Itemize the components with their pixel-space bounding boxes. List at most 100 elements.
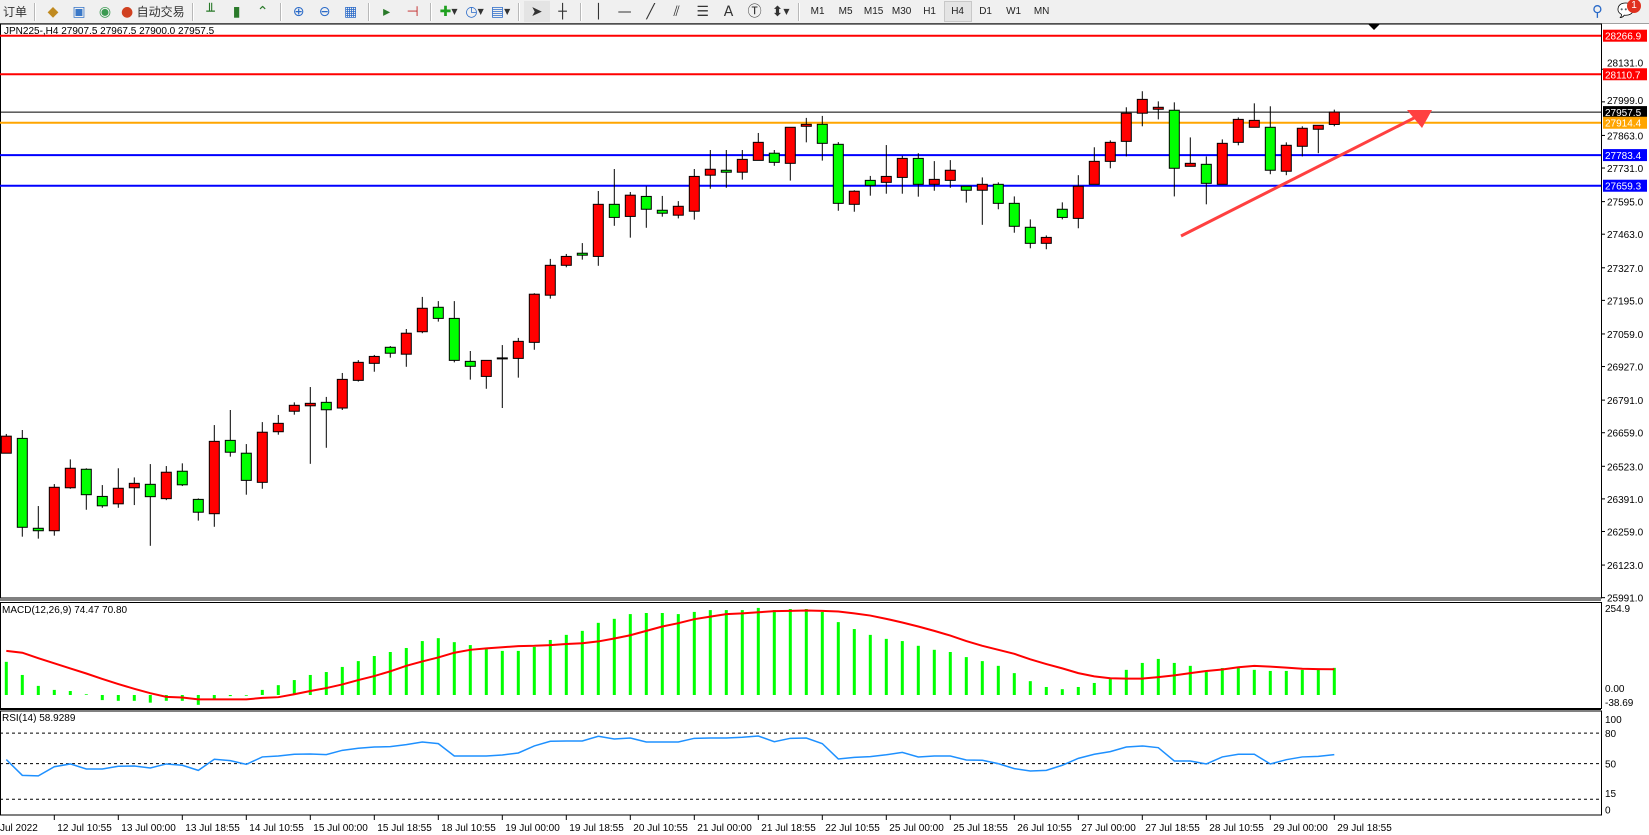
separator (34, 2, 37, 21)
bar-chart-button[interactable]: ╨ (198, 1, 224, 22)
orders-button[interactable]: 订单 (0, 1, 30, 22)
new-order-button[interactable]: ✚ ▼ (436, 1, 462, 22)
candle-body (432, 306, 444, 319)
separator (191, 2, 194, 21)
text-label-button[interactable]: Ⓣ (742, 1, 768, 22)
macd-histogram-bar (548, 639, 552, 695)
price-axis-label: 26523.0 (1607, 462, 1644, 473)
macd-histogram-bar (932, 649, 936, 695)
date-label: 15 Jul 18:55 (377, 823, 432, 834)
horizontal-line-icon: — (617, 3, 632, 20)
fibonacci-icon: ☰ (696, 3, 709, 20)
macd-histogram-bar (244, 695, 248, 696)
candle-body (512, 340, 524, 359)
orders-label: 订单 (3, 5, 28, 19)
bar-chart-icon: ╨ (206, 3, 215, 20)
timeframe-d1[interactable]: D1 (979, 6, 992, 17)
macd-axis-label: 254.9 (1605, 604, 1630, 615)
timeframe-m5[interactable]: M5 (838, 6, 853, 17)
macd-histogram-bar (1316, 669, 1320, 695)
tile-windows-button[interactable]: ▦ (338, 1, 364, 22)
macd-histogram-bar (436, 638, 440, 695)
timeframe-h1[interactable]: H1 (923, 6, 936, 17)
macd-histogram-bar (404, 647, 408, 695)
timeframe-m30[interactable]: M30 (891, 6, 912, 17)
periodicity-button[interactable]: ◷ ▼ (462, 1, 488, 22)
notification-badge: 1 (1627, 0, 1641, 13)
profile-button[interactable]: ▣ (66, 1, 92, 22)
timeframe-m15[interactable]: M15 (863, 6, 884, 17)
macd-histogram-bar (1172, 662, 1176, 695)
macd-histogram-bar (1044, 686, 1048, 695)
signal-button[interactable]: ◉ (92, 1, 118, 22)
candle-body (192, 498, 204, 513)
vertical-line-button[interactable]: │ (586, 1, 612, 22)
price-axis-label: 26123.0 (1607, 561, 1644, 572)
text-button[interactable]: A (716, 1, 742, 22)
macd-axis-label: -38.69 (1605, 698, 1634, 709)
macd-histogram-bar (1060, 689, 1064, 695)
macd-histogram-bar (1076, 686, 1080, 695)
separator (579, 2, 582, 21)
candle-body (32, 527, 44, 532)
date-label: 13 Jul 00:00 (121, 823, 176, 834)
candle-body (864, 179, 876, 186)
candle-body (416, 307, 428, 333)
macd-histogram-bar (292, 680, 296, 695)
macd-histogram-bar (148, 695, 152, 703)
macd-histogram-bar (740, 610, 744, 695)
notifications-button[interactable]: 💬 1 (1617, 0, 1641, 19)
timeframe-h4[interactable]: H4 (943, 1, 972, 22)
trendline-icon: ╱ (646, 3, 655, 20)
timeframe-m1[interactable]: M1 (810, 6, 825, 17)
zoom-out-button[interactable]: ⊖ (312, 1, 338, 22)
template-button[interactable]: ▤ ▼ (488, 1, 514, 22)
horizontal-line-button[interactable]: — (612, 1, 638, 22)
auto-scroll-button[interactable]: ▸ (374, 1, 400, 22)
macd-histogram-bar (868, 634, 872, 695)
macd-histogram-bar (1220, 668, 1224, 695)
chart-shift-marker-icon (1368, 24, 1380, 30)
cursor-button[interactable]: ➤ (523, 1, 550, 22)
macd-histogram-bar (516, 650, 520, 695)
macd-histogram-bar (772, 610, 776, 695)
search-icon[interactable]: ⚲ (1592, 2, 1603, 20)
line-chart-button[interactable]: ⌃ (250, 1, 276, 22)
macd-histogram-bar (900, 641, 904, 695)
autotrade-button[interactable]: ● 自动交易 (118, 1, 188, 22)
crosshair-button[interactable]: ┼ (550, 1, 576, 22)
zoom-in-button[interactable]: ⊕ (286, 1, 312, 22)
macd-histogram-bar (100, 695, 104, 701)
candle-body (624, 194, 636, 217)
timeframe-w1[interactable]: W1 (1006, 6, 1022, 17)
date-label: 21 Jul 00:00 (697, 823, 752, 834)
fibonacci-button[interactable]: ☰ (690, 1, 716, 22)
price-axis-label: 26927.0 (1607, 363, 1644, 374)
candle-body (928, 178, 940, 185)
macd-histogram-bar (612, 618, 616, 695)
candle-body (400, 332, 412, 355)
equidistant-channel-button[interactable]: ⫽ (664, 1, 690, 22)
trendline-button[interactable]: ╱ (638, 1, 664, 22)
text-icon: A (723, 3, 734, 20)
date-label: Jul 2022 (0, 823, 38, 834)
price-level-tag (1603, 179, 1647, 192)
cursor-icon: ➤ (530, 3, 543, 20)
candle-body (752, 141, 764, 161)
price-level-tag (1603, 68, 1647, 81)
price-axis-label: 26791.0 (1607, 396, 1644, 407)
candle-body (1152, 106, 1164, 110)
candlestick-button[interactable]: ▮ (224, 1, 250, 22)
vertical-line-icon: │ (594, 3, 603, 20)
arrows-button[interactable]: ⬍ ▼ (768, 1, 794, 22)
price-level-label: 27659.3 (1605, 182, 1642, 193)
history-button[interactable]: ◆ (40, 1, 66, 22)
candle-body (256, 431, 268, 483)
date-label: 14 Jul 10:55 (249, 823, 304, 834)
candle-body (464, 360, 476, 367)
candle-body (1216, 142, 1228, 185)
timeframe-mn[interactable]: MN (1033, 6, 1050, 17)
date-label: 19 Jul 00:00 (505, 823, 560, 834)
chart-shift-button[interactable]: ⊣ (400, 1, 426, 22)
